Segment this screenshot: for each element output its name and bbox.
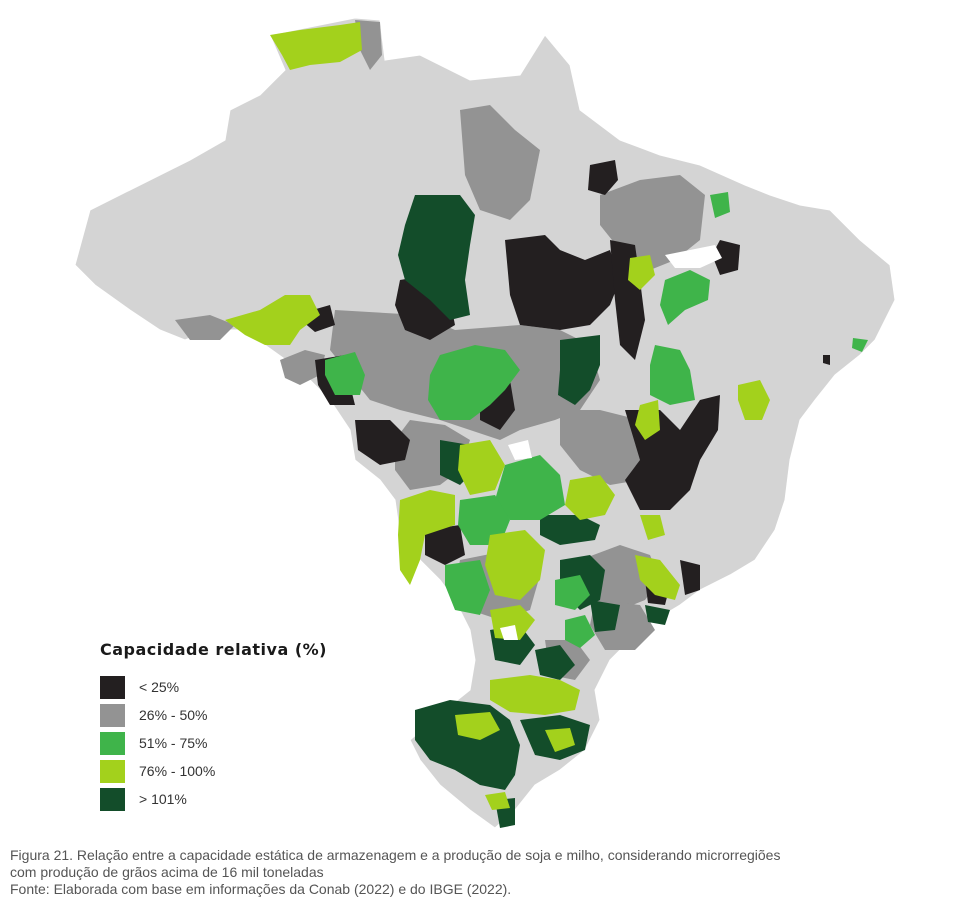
caption-source: Fonte: Elaborada com base em informações… (10, 881, 512, 897)
regions-76-100 (225, 22, 770, 810)
regions-no-data-white (500, 245, 722, 640)
legend-item: > 101% (100, 785, 327, 813)
legend-swatch (100, 759, 125, 783)
caption-line-2: com produção de grãos acima de 16 mil to… (10, 864, 324, 880)
legend-item: 51% - 75% (100, 729, 327, 757)
caption-line-1: Figura 21. Relação entre a capacidade es… (10, 847, 781, 863)
legend-item: < 25% (100, 673, 327, 701)
legend-swatch (100, 675, 125, 699)
legend-label: < 25% (139, 679, 180, 695)
legend-item: 76% - 100% (100, 757, 327, 785)
legend-title: Capacidade relativa (%) (100, 640, 327, 659)
legend-swatch (100, 703, 125, 727)
regions-51-75 (325, 192, 868, 648)
legend-label: > 101% (139, 791, 187, 807)
legend-label: 26% - 50% (139, 707, 208, 723)
map-legend: Capacidade relativa (%) < 25% 26% - 50% … (100, 640, 327, 813)
figure-caption: Figura 21. Relação entre a capacidade es… (10, 847, 965, 898)
legend-label: 76% - 100% (139, 763, 216, 779)
legend-swatch (100, 787, 125, 811)
legend-label: 51% - 75% (139, 735, 208, 751)
legend-item: 26% - 50% (100, 701, 327, 729)
brazil-map (74, 17, 896, 829)
legend-swatch (100, 731, 125, 755)
